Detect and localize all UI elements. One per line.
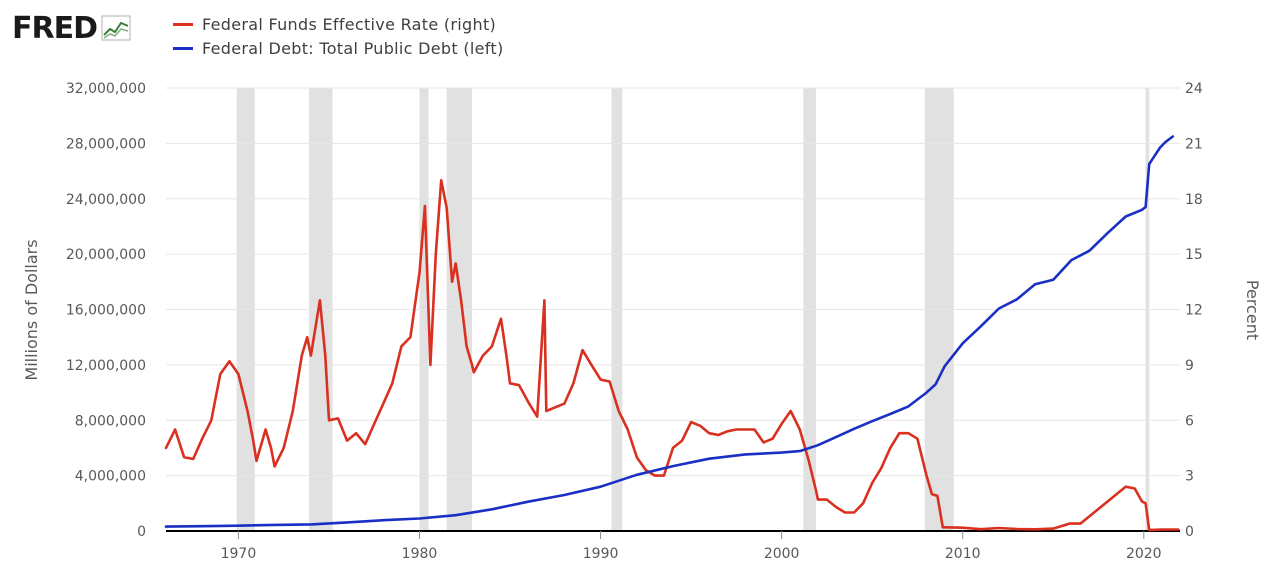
chart-header: FRED Federal Funds Effective Rate (right…: [0, 0, 1280, 80]
right-tick-label: 3: [1185, 469, 1194, 485]
legend-label: Federal Debt: Total Public Debt (left): [202, 38, 504, 58]
right-axis-title: Percent: [1243, 280, 1262, 340]
left-tick-label: 12,000,000: [66, 358, 146, 374]
x-tick-label: 2000: [764, 546, 800, 562]
right-tick-label: 9: [1185, 358, 1194, 374]
fred-logo[interactable]: FRED: [12, 10, 131, 46]
logo-text: FRED: [12, 10, 98, 46]
right-tick-label: 0: [1185, 524, 1194, 540]
left-tick-label: 20,000,000: [66, 247, 146, 263]
left-tick-label: 32,000,000: [66, 81, 146, 97]
left-tick-label: 24,000,000: [66, 192, 146, 208]
right-tick-label: 12: [1185, 303, 1203, 319]
left-tick-label: 4,000,000: [75, 469, 146, 485]
legend-swatch-blue: [173, 46, 193, 50]
right-tick-label: 24: [1185, 81, 1203, 97]
x-tick-label: 1990: [583, 546, 619, 562]
left-axis-ticks: 0 4,000,000 8,000,000 12,000,000 16,000,000 2…: [66, 81, 146, 540]
chart-logo-icon: [101, 15, 131, 41]
left-tick-label: 8,000,000: [75, 413, 146, 429]
right-axis-ticks: 0 3 6 9 12 15 18 21 24: [1185, 81, 1203, 540]
x-tick-label: 2010: [945, 546, 981, 562]
left-tick-label: 28,000,000: [66, 136, 146, 152]
gridlines: [166, 87, 1180, 532]
x-tick-label: 1980: [402, 546, 438, 562]
x-axis-ticks: 1970 1980 1990 2000 2010 2020: [221, 531, 1162, 562]
federal-debt-line: [164, 135, 1175, 528]
left-axis-title: Millions of Dollars: [22, 239, 41, 380]
left-tick-label: 0: [137, 524, 146, 540]
legend-item-federal-debt[interactable]: Federal Debt: Total Public Debt (left): [173, 36, 504, 60]
legend-item-fed-funds[interactable]: Federal Funds Effective Rate (right): [173, 12, 504, 36]
fed-funds-rate-line: [164, 179, 1180, 532]
x-tick-label: 2020: [1126, 546, 1162, 562]
legend-label: Federal Funds Effective Rate (right): [202, 14, 497, 34]
right-tick-label: 18: [1185, 192, 1203, 208]
right-tick-label: 6: [1185, 413, 1194, 429]
right-tick-label: 21: [1185, 136, 1203, 152]
legend-swatch-red: [173, 22, 193, 26]
left-tick-label: 16,000,000: [66, 303, 146, 319]
right-tick-label: 15: [1185, 247, 1203, 263]
x-tick-label: 1970: [221, 546, 257, 562]
series-lines: [164, 135, 1180, 532]
legend: Federal Funds Effective Rate (right) Fed…: [173, 12, 504, 60]
